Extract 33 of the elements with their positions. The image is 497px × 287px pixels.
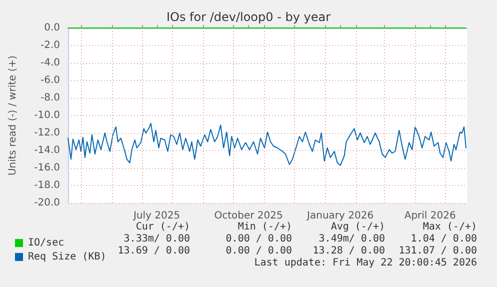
text: 3.49m/ 0.00 <box>318 234 386 244</box>
y-tick-label: -20.0 <box>34 198 60 208</box>
x-tick-label: January 2026 <box>306 210 374 222</box>
legend-label: Req Size (KB) <box>28 252 106 262</box>
y-tick-label: -12.0 <box>34 128 60 138</box>
y-tick-label: -10.0 <box>34 110 60 121</box>
y-tick-label: -14.0 <box>34 145 60 156</box>
text: 131.07 / 0.00 <box>398 246 478 256</box>
text: Max (-/+) <box>422 222 478 232</box>
text: Min (-/+) <box>238 222 292 232</box>
y-tick-label: -2.0 <box>40 40 60 51</box>
text: Cur (-/+) <box>136 222 190 232</box>
text: Avg (-/+) <box>330 222 386 232</box>
y-tick-label: -8.0 <box>40 92 60 104</box>
line-series <box>68 122 467 166</box>
y-tick-label: -16.0 <box>34 162 60 174</box>
text: Last update: Fri May 22 20:00:45 2026 <box>254 258 478 268</box>
text: 1.04 / 0.00 <box>410 234 478 244</box>
chart-title: IOs for /dev/loop0 - by year <box>166 10 331 24</box>
text: 0.00 / 0.00 <box>226 246 292 256</box>
text: 13.69 / 0.00 <box>118 246 190 256</box>
y-axis-title: Units read (-) / write (+) <box>8 55 18 176</box>
y-tick-label: -6.0 <box>40 75 60 86</box>
text: 0.00 / 0.00 <box>226 234 292 244</box>
text: 3.33m/ 0.00 <box>124 234 190 244</box>
y-tick-label: -4.0 <box>40 58 60 68</box>
x-tick-label: October 2025 <box>214 210 283 222</box>
x-tick-label: April 2026 <box>404 210 456 222</box>
legend-label: IO/sec <box>28 238 64 248</box>
y-tick-label: 0.0 <box>44 22 60 34</box>
text: 13.28 / 0.00 <box>312 246 386 256</box>
x-tick-label: July 2025 <box>132 210 180 222</box>
y-tick-label: -18.0 <box>34 180 60 191</box>
